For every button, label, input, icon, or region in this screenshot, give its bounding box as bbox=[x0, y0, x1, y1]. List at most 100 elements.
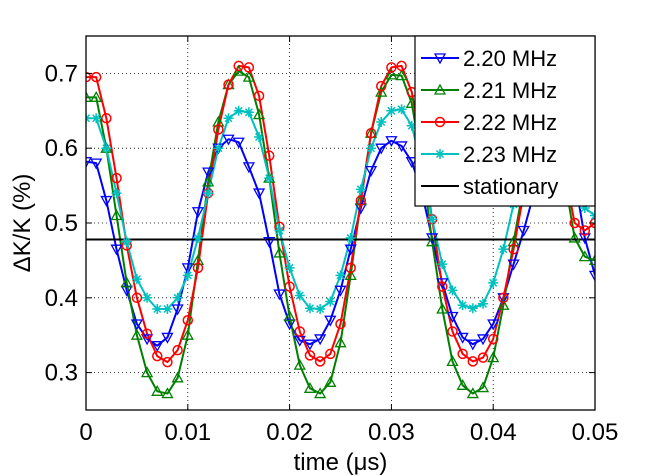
data-point bbox=[121, 236, 132, 247]
data-point bbox=[86, 90, 93, 102]
data-point bbox=[406, 120, 417, 131]
data-point bbox=[466, 387, 479, 399]
data-point bbox=[457, 348, 468, 360]
data-point bbox=[395, 69, 408, 81]
data-point bbox=[171, 304, 184, 316]
data-point bbox=[192, 262, 204, 274]
data-point bbox=[273, 289, 286, 301]
data-point bbox=[324, 315, 337, 327]
data-point bbox=[86, 157, 93, 169]
legend-label: 2.21 MHz bbox=[463, 78, 557, 103]
data-point bbox=[437, 281, 448, 292]
data-point bbox=[476, 334, 490, 346]
data-point bbox=[243, 62, 255, 73]
data-point bbox=[426, 235, 439, 247]
data-point bbox=[447, 326, 458, 337]
data-point bbox=[375, 85, 388, 97]
data-point bbox=[456, 332, 469, 344]
data-point bbox=[467, 303, 478, 314]
tick-labels: 0 0.01 0.02 0.03 0.04 0.05 0.3 0.4 0.5 0.6 0.7 bbox=[45, 60, 619, 446]
data-point bbox=[110, 209, 123, 221]
data-point bbox=[130, 319, 144, 331]
data-point bbox=[294, 326, 306, 337]
data-point bbox=[171, 371, 184, 383]
data-point bbox=[162, 304, 173, 315]
y-tick-label: 0.4 bbox=[45, 285, 78, 312]
data-point bbox=[314, 387, 327, 399]
data-point bbox=[130, 328, 144, 340]
data-point bbox=[202, 167, 215, 179]
data-point bbox=[427, 214, 438, 225]
data-point bbox=[191, 254, 205, 266]
data-point bbox=[517, 225, 530, 237]
data-point bbox=[476, 381, 490, 393]
data-point bbox=[90, 158, 103, 170]
data-point bbox=[304, 350, 316, 361]
series-markers-2 bbox=[86, 60, 595, 368]
data-point bbox=[213, 124, 224, 135]
data-point bbox=[507, 259, 520, 271]
data-point bbox=[578, 233, 591, 245]
data-point bbox=[588, 254, 595, 266]
data-point bbox=[293, 358, 306, 370]
data-point bbox=[497, 298, 510, 310]
data-point bbox=[101, 143, 112, 154]
x-tick-label: 0.03 bbox=[368, 419, 415, 446]
data-point bbox=[191, 207, 205, 219]
data-point bbox=[466, 339, 479, 351]
data-point bbox=[375, 80, 387, 92]
data-point bbox=[263, 237, 276, 249]
y-axis-label: ΔK/K (%) bbox=[9, 174, 36, 273]
data-point bbox=[303, 381, 317, 393]
data-point bbox=[120, 276, 133, 288]
data-point bbox=[365, 127, 377, 139]
data-point bbox=[498, 292, 509, 304]
data-point bbox=[181, 328, 194, 340]
data-point bbox=[456, 378, 469, 390]
data-point bbox=[141, 328, 153, 339]
x-axis-label: time (μs) bbox=[294, 449, 388, 475]
data-point bbox=[487, 319, 500, 331]
data-point bbox=[435, 149, 445, 159]
data-point bbox=[242, 70, 255, 82]
data-point bbox=[140, 334, 154, 346]
data-point bbox=[325, 348, 336, 360]
data-point bbox=[182, 270, 193, 281]
legend-label: 2.20 MHz bbox=[463, 46, 557, 71]
data-point bbox=[457, 300, 468, 311]
data-point bbox=[507, 235, 520, 247]
data-point bbox=[283, 310, 296, 322]
data-point bbox=[152, 304, 163, 315]
data-point bbox=[252, 188, 266, 200]
data-point bbox=[446, 311, 459, 323]
data-point bbox=[213, 143, 224, 154]
data-point bbox=[203, 188, 214, 199]
data-point bbox=[325, 296, 336, 307]
data-point bbox=[405, 157, 418, 169]
data-point bbox=[142, 292, 153, 303]
x-tick-label: 0.05 bbox=[572, 419, 619, 446]
data-point bbox=[223, 113, 234, 124]
data-point bbox=[152, 350, 163, 362]
data-point bbox=[303, 339, 317, 351]
data-point bbox=[315, 304, 326, 315]
data-point bbox=[433, 83, 447, 95]
data-point bbox=[569, 217, 580, 229]
data-point bbox=[212, 115, 225, 127]
data-point bbox=[568, 231, 581, 243]
data-point bbox=[345, 232, 356, 243]
data-point bbox=[335, 318, 346, 330]
data-point bbox=[222, 134, 235, 146]
y-tick-label: 0.5 bbox=[45, 210, 78, 237]
data-point bbox=[375, 143, 388, 155]
data-point bbox=[344, 269, 357, 281]
data-point bbox=[385, 136, 398, 148]
data-point bbox=[487, 333, 499, 345]
data-point bbox=[100, 195, 113, 207]
data-point bbox=[478, 298, 489, 309]
series-line-0 bbox=[86, 138, 595, 347]
y-tick-label: 0.3 bbox=[45, 360, 78, 387]
data-point bbox=[263, 150, 275, 161]
data-point bbox=[334, 285, 347, 297]
